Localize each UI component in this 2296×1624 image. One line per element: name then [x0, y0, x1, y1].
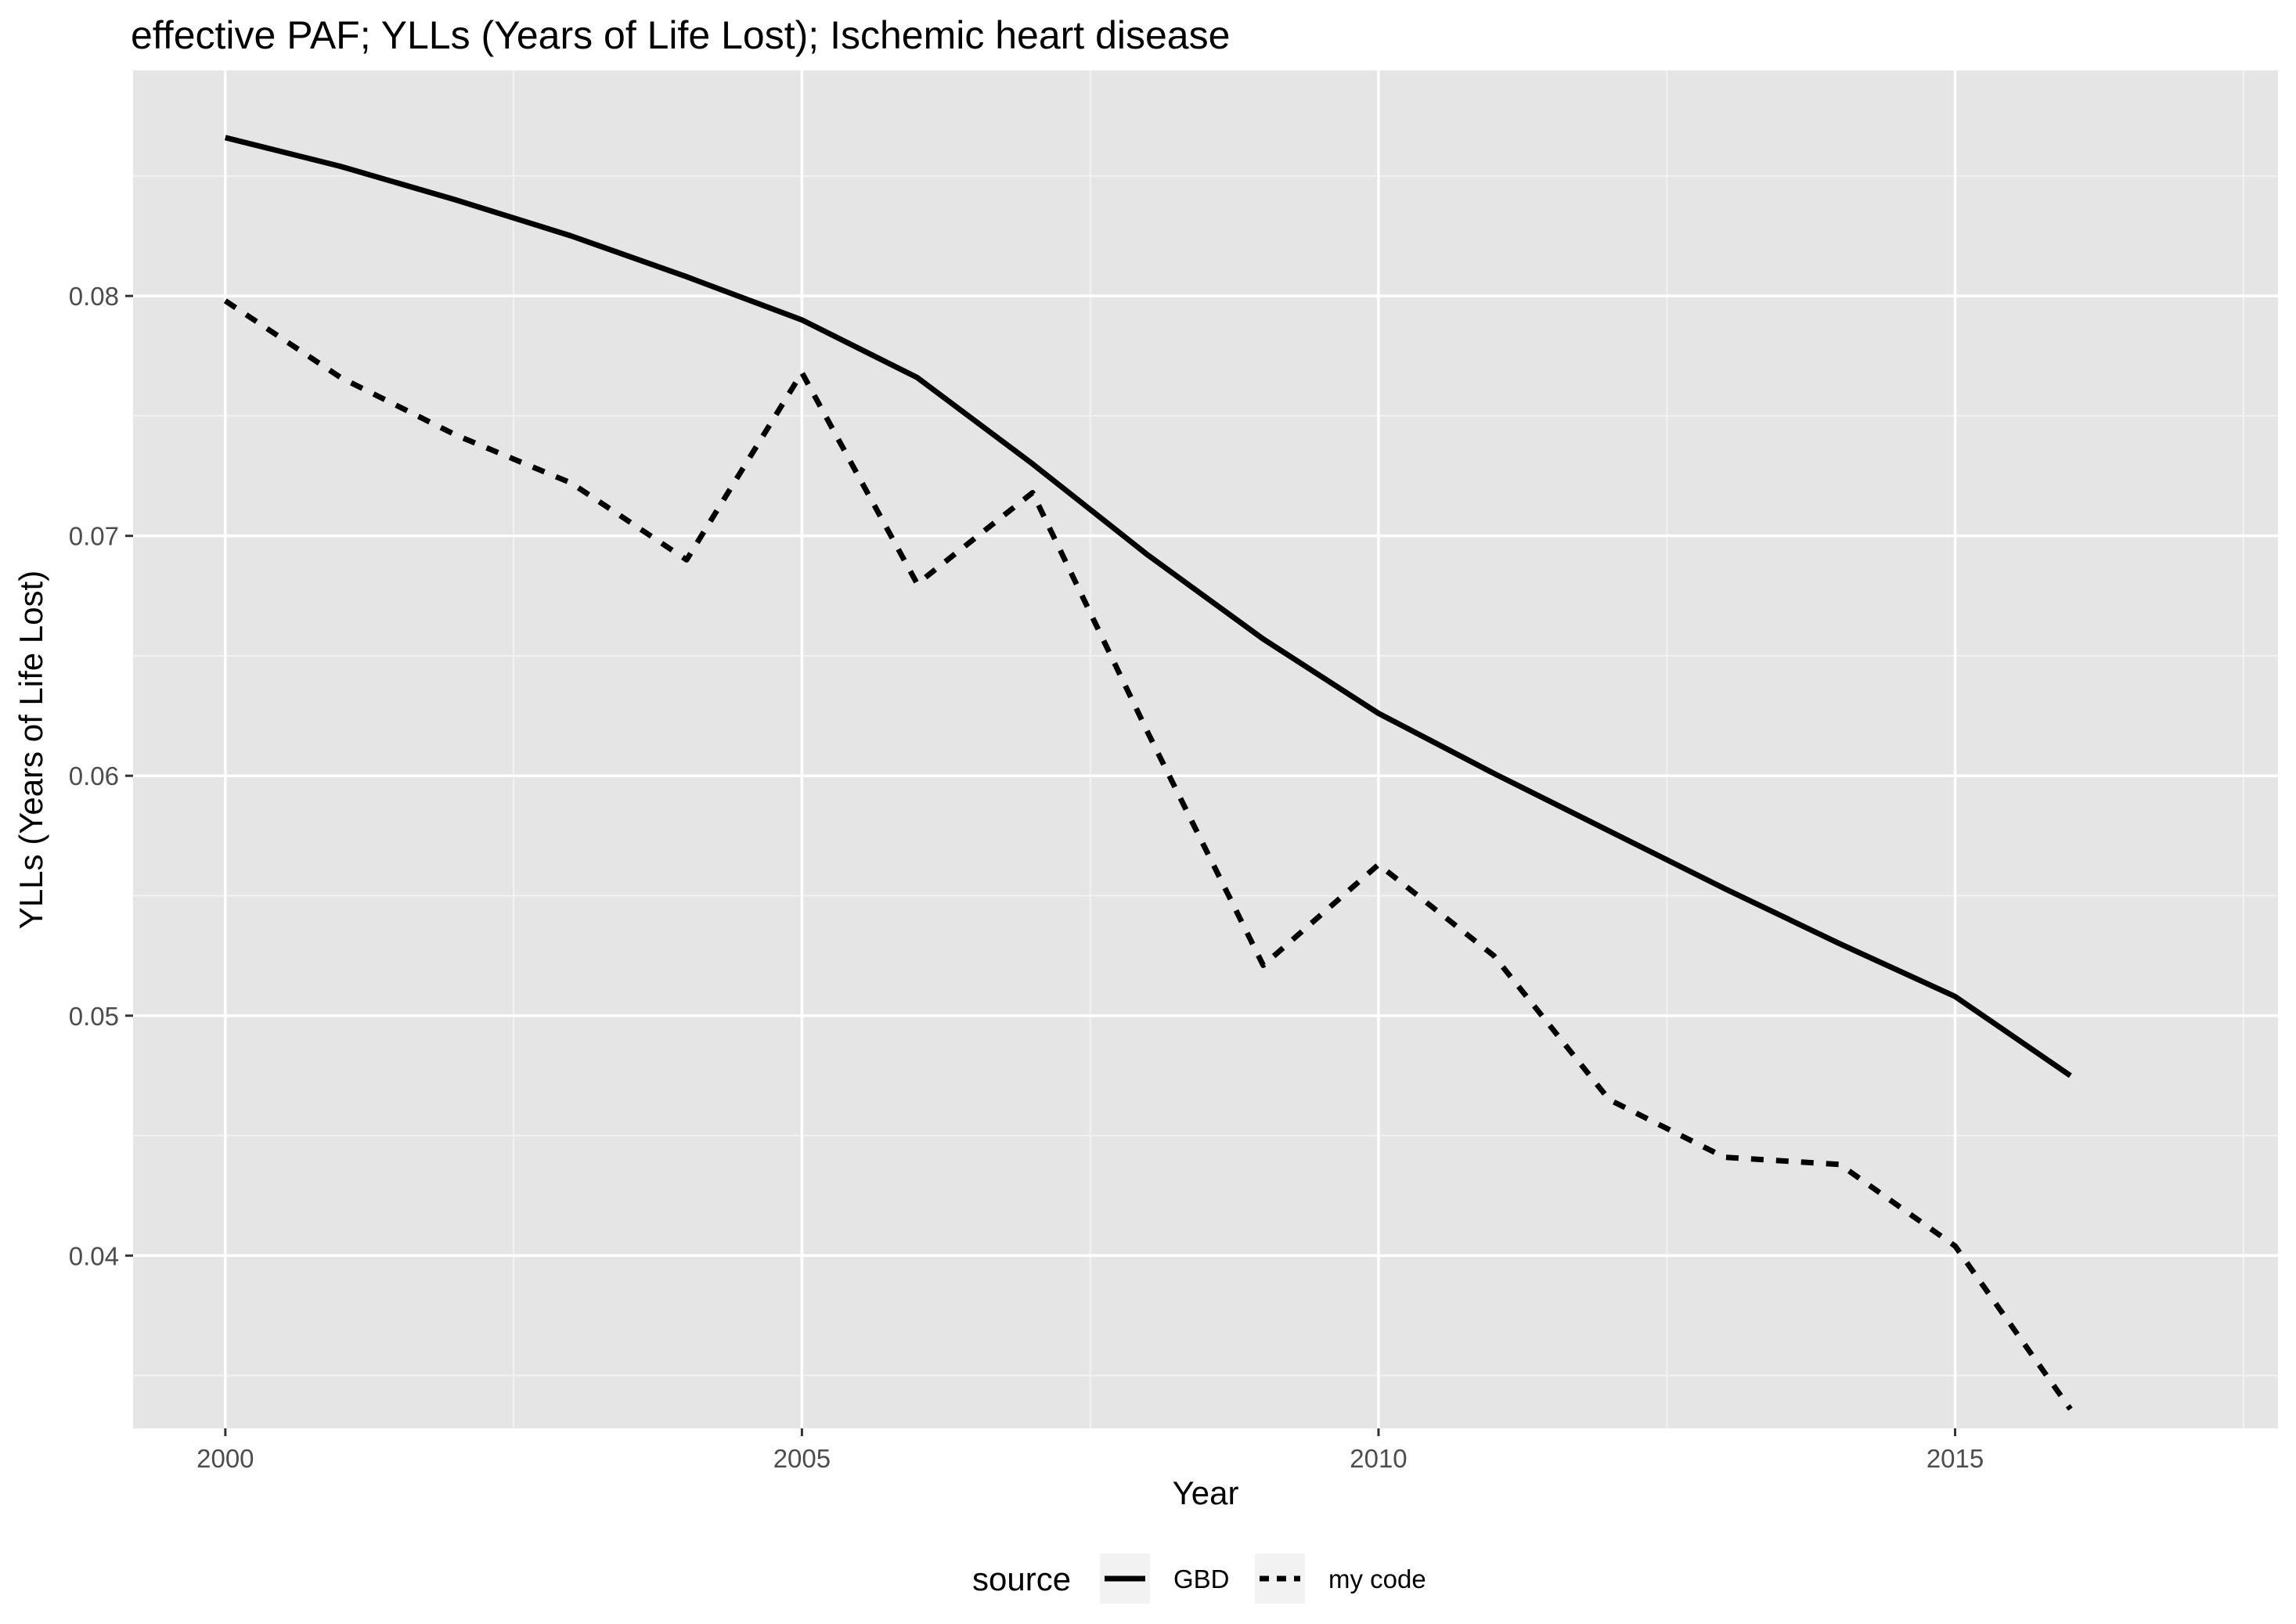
major-gridlines — [133, 70, 2278, 1428]
series-line-gbd — [224, 135, 2072, 1078]
legend-label: GBD — [1173, 1565, 1230, 1593]
x-axis: 2000 2005 2010 2015 — [196, 1428, 1984, 1473]
series-lines — [223, 135, 2073, 1411]
series-line-my-code — [223, 298, 2073, 1411]
y-tick-label: 0.07 — [69, 522, 119, 551]
y-tick-label: 0.05 — [69, 1002, 119, 1031]
x-tick-label: 2000 — [196, 1444, 254, 1473]
chart-title: effective PAF; YLLs (Years of Life Lost)… — [131, 13, 1230, 57]
y-tick-label: 0.08 — [69, 282, 119, 311]
legend-title: source — [972, 1561, 1071, 1597]
x-axis-title: Year — [1173, 1475, 1239, 1511]
x-tick-label: 2005 — [773, 1444, 831, 1473]
x-tick-label: 2010 — [1350, 1444, 1407, 1473]
y-tick-label: 0.06 — [69, 762, 119, 790]
x-tick-label: 2015 — [1927, 1444, 1984, 1473]
legend-label: my code — [1328, 1565, 1426, 1593]
y-axis: 0.04 0.05 0.06 0.07 0.08 — [69, 282, 133, 1270]
y-axis-title: YLLs (Years of Life Lost) — [13, 571, 49, 929]
y-tick-label: 0.04 — [69, 1241, 119, 1270]
legend: source GBD my code — [972, 1554, 1426, 1604]
legend-items: GBD my code — [1100, 1554, 1426, 1604]
